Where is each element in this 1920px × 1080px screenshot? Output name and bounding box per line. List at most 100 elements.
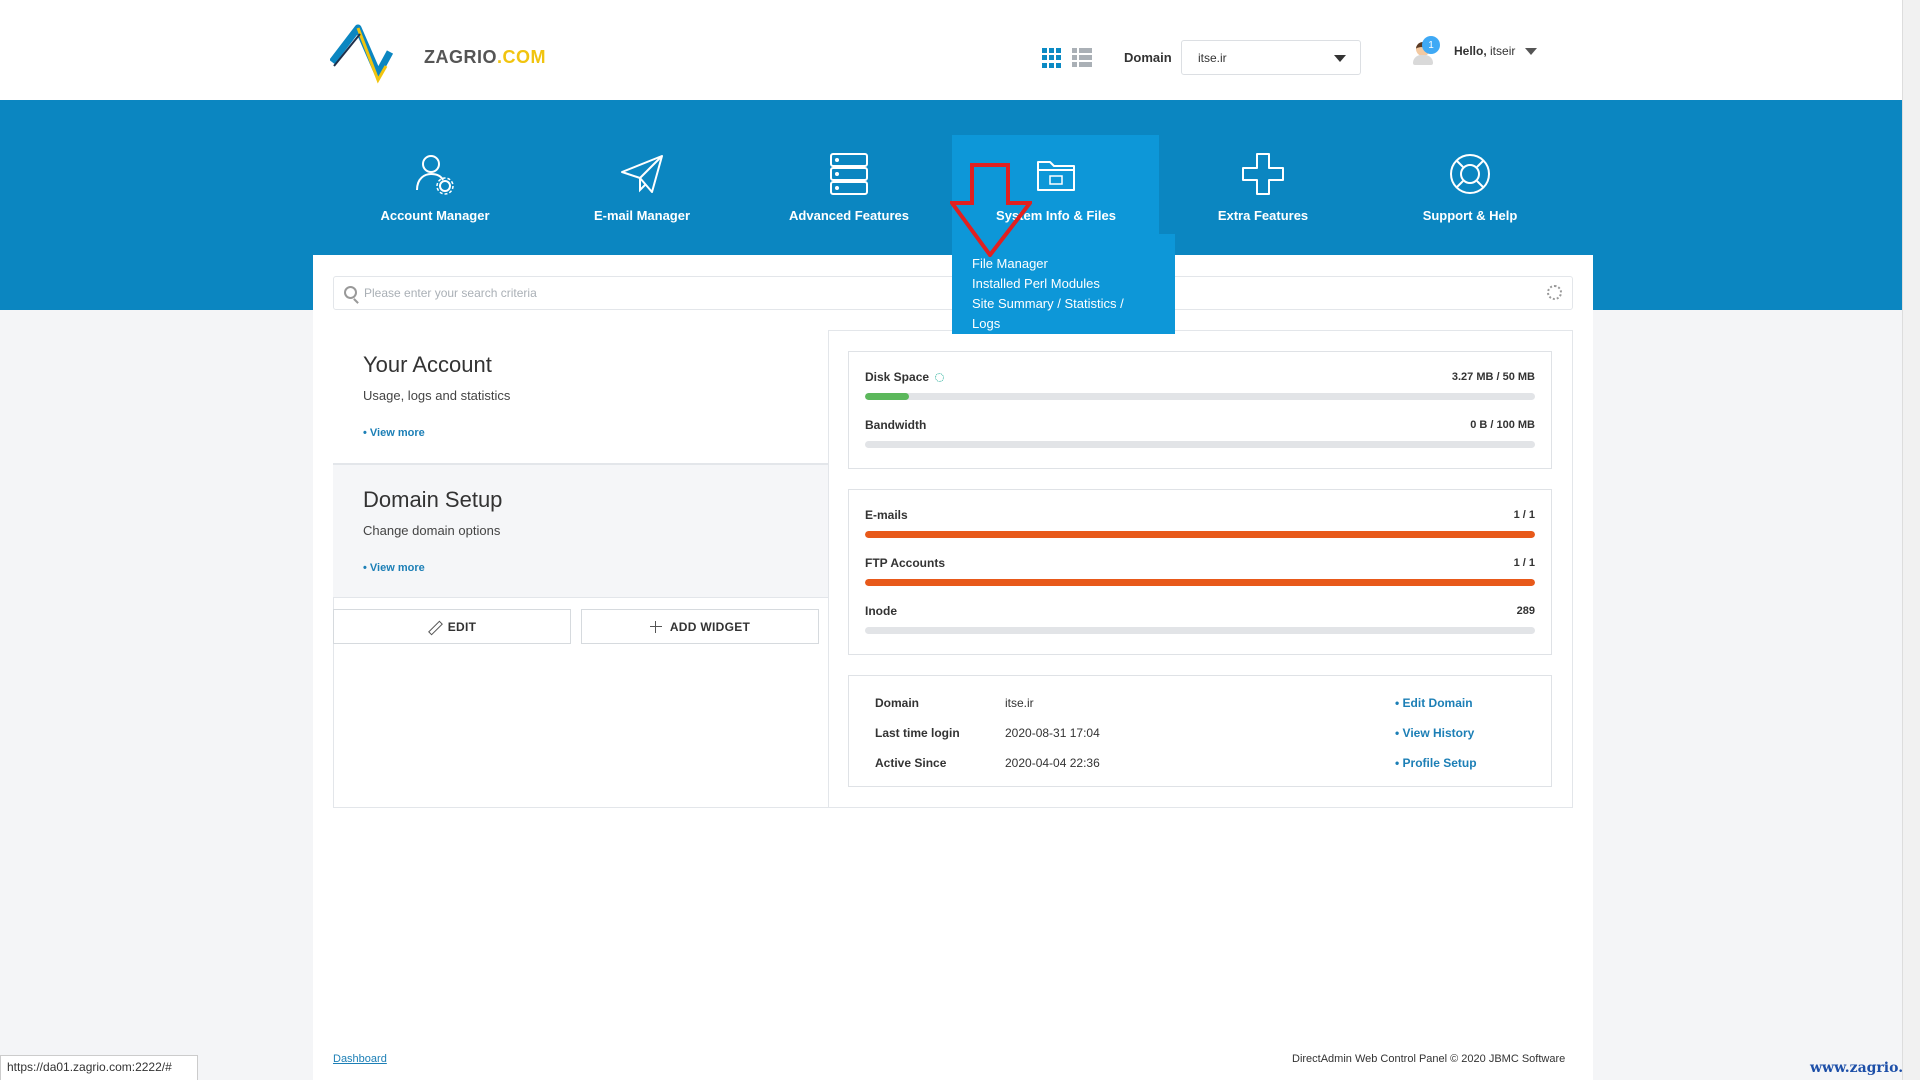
caret-down-icon — [1525, 47, 1538, 55]
widget-title: Domain Setup — [363, 487, 503, 512]
domain-label: Domain — [1124, 50, 1172, 65]
account-info-panel: Domain itse.ir • Edit Domain Last time l… — [848, 675, 1552, 787]
add-widget-button[interactable]: ADD WIDGET — [581, 609, 819, 644]
zagrio-logo[interactable]: ZAGRIO.COM — [330, 22, 546, 92]
stat-name: Bandwidth — [865, 418, 927, 432]
stat-value: 3.27 MB / 50 MB — [1451, 371, 1535, 383]
search-icon — [344, 286, 357, 299]
info-value: 2020-04-04 22:36 — [1005, 756, 1100, 770]
dropdown-item-file-manager[interactable]: File Manager — [972, 256, 1048, 271]
pencil-icon — [428, 621, 440, 633]
counts-panel: E-mails 1 / 1 FTP Accounts 1 / 1 Inode 2… — [848, 489, 1552, 655]
watermark: www.zagrio.com — [1810, 1060, 1920, 1076]
nav-label: Advanced Features — [789, 208, 909, 223]
nav-label: Account Manager — [380, 208, 490, 223]
server-icon — [830, 153, 868, 195]
stat-name: Inode — [865, 604, 897, 618]
table-row: Active Since 2020-04-04 22:36 • Profile … — [865, 748, 1535, 778]
stat-emails: E-mails 1 / 1 — [865, 490, 1535, 538]
edit-label: EDIT — [447, 619, 477, 634]
nav-label: E-mail Manager — [593, 208, 691, 223]
caret-down-icon — [1334, 55, 1346, 62]
progress-fill — [865, 393, 909, 400]
lifebuoy-icon — [1450, 154, 1490, 194]
plus-icon — [649, 620, 662, 633]
nav-active-highlight — [952, 135, 1159, 235]
progress-track — [865, 393, 1535, 400]
nav-label: Extra Features — [1217, 208, 1309, 223]
add-widget-label: ADD WIDGET — [669, 619, 751, 634]
grid-view-icon[interactable] — [1042, 48, 1062, 68]
notification-badge[interactable]: 1 — [1422, 36, 1440, 54]
widget-title: Your Account — [363, 352, 492, 377]
nav-support-help[interactable]: Support & Help — [1370, 150, 1570, 223]
info-value: itse.ir — [1005, 696, 1034, 710]
widget-subtitle: Change domain options — [363, 523, 501, 538]
nav-extra-features[interactable]: Extra Features — [1163, 150, 1363, 223]
view-more-link[interactable]: • View more — [363, 427, 425, 439]
breadcrumb-dashboard[interactable]: Dashboard — [333, 1053, 387, 1065]
info-key: Active Since — [875, 756, 947, 770]
plus-icon — [1242, 153, 1284, 195]
right-column — [828, 330, 1573, 808]
info-key: Last time login — [875, 726, 960, 740]
edit-domain-link[interactable]: • Edit Domain — [1395, 696, 1473, 710]
nav-system-info-files[interactable]: System Info & Files — [956, 150, 1156, 223]
profile-setup-link[interactable]: • Profile Setup — [1395, 756, 1477, 770]
nav-label: Support & Help — [1422, 208, 1518, 223]
nav-advanced-features[interactable]: Advanced Features — [749, 150, 949, 223]
domain-select-value: itse.ir — [1198, 50, 1227, 65]
logo-text: ZAGRIO.COM — [424, 46, 546, 67]
view-more-link[interactable]: • View more — [363, 562, 425, 574]
domain-select[interactable]: itse.ir — [1181, 40, 1361, 75]
view-history-link[interactable]: • View History — [1395, 726, 1475, 740]
stat-name: FTP Accounts — [865, 556, 946, 570]
scrollbar[interactable] — [1902, 0, 1920, 1080]
stat-ftp-accounts: FTP Accounts 1 / 1 — [865, 538, 1535, 586]
progress-track — [865, 579, 1535, 586]
widget-subtitle: Usage, logs and statistics — [363, 388, 511, 403]
top-header — [0, 0, 1902, 100]
stat-bandwidth: Bandwidth 0 B / 100 MB — [865, 400, 1535, 448]
user-greeting: Hello, itseir — [1454, 44, 1516, 58]
logo-wave-icon — [330, 24, 394, 84]
stat-name: Disk Space — [865, 370, 945, 384]
stat-value: 0 B / 100 MB — [1470, 419, 1535, 431]
table-row: Last time login 2020-08-31 17:04 • View … — [865, 718, 1535, 748]
widget-domain-setup: Domain Setup Change domain options • Vie… — [333, 464, 828, 598]
account-info-table: Domain itse.ir • Edit Domain Last time l… — [865, 688, 1535, 778]
stat-name: E-mails — [865, 508, 908, 522]
folder-icon — [1037, 161, 1075, 191]
nav-label: System Info & Files — [996, 208, 1116, 223]
dropdown-item-site-summary[interactable]: Site Summary / Statistics / Logs — [972, 296, 1124, 331]
nav-account-manager[interactable]: Account Manager — [335, 150, 535, 223]
list-view-icon[interactable] — [1072, 48, 1092, 68]
progress-track — [865, 531, 1535, 538]
info-value: 2020-08-31 17:04 — [1005, 726, 1100, 740]
stat-value: 1 / 1 — [1513, 509, 1535, 521]
progress-track — [865, 627, 1535, 634]
view-toggle — [1042, 48, 1092, 68]
progress-track — [865, 441, 1535, 448]
search-input[interactable] — [364, 283, 1524, 303]
nav-email-manager[interactable]: E-mail Manager — [542, 150, 742, 223]
loading-spinner-icon — [935, 373, 945, 383]
gear-icon[interactable] — [1547, 285, 1562, 300]
progress-fill — [865, 579, 1535, 586]
dropdown-item-perl-modules[interactable]: Installed Perl Modules — [972, 276, 1100, 291]
stat-inode: Inode 289 — [865, 586, 1535, 634]
progress-fill — [865, 531, 1535, 538]
stat-value: 1 / 1 — [1513, 557, 1535, 569]
paper-plane-icon — [621, 155, 663, 193]
user-menu[interactable]: Hello, itseir — [1412, 36, 1538, 66]
edit-button[interactable]: EDIT — [333, 609, 571, 644]
usage-panel: Disk Space 3.27 MB / 50 MB Bandwidth 0 B… — [848, 351, 1552, 469]
footer-copyright: DirectAdmin Web Control Panel © 2020 JBM… — [1292, 1053, 1566, 1065]
table-row: Domain itse.ir • Edit Domain — [865, 688, 1535, 718]
account-manager-icon — [416, 155, 454, 195]
info-key: Domain — [875, 696, 920, 710]
widget-your-account: Your Account Usage, logs and statistics … — [333, 330, 828, 464]
stat-disk-space: Disk Space 3.27 MB / 50 MB — [865, 352, 1535, 400]
red-arrow-annotation-icon — [950, 163, 1032, 257]
stat-value: 289 — [1516, 605, 1535, 617]
